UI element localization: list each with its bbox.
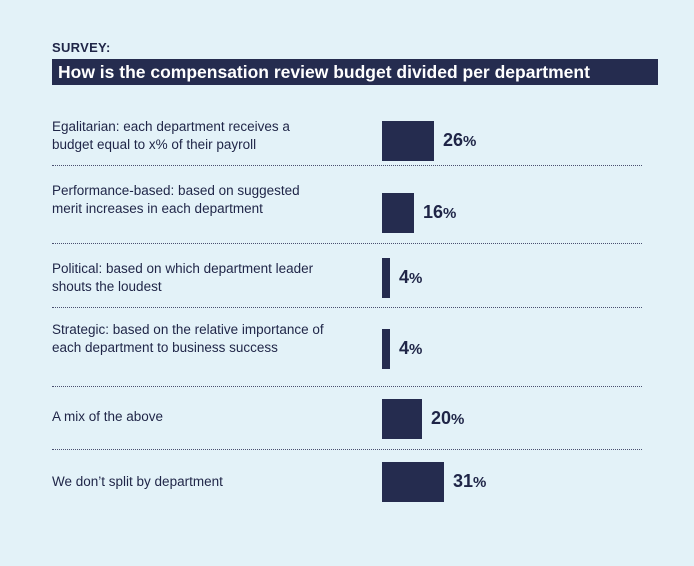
chart-row: A mix of the above 20% <box>52 394 642 440</box>
category-label: Political: based on which department lea… <box>52 261 314 294</box>
chart-row: Egalitarian: each department receives a … <box>52 110 642 167</box>
row-divider <box>52 449 642 450</box>
data-label-unit: % <box>409 270 423 287</box>
chart-row: Political: based on which department lea… <box>52 251 642 301</box>
data-label-value: 4 <box>399 267 410 287</box>
data-label: 26% <box>443 130 476 152</box>
category-label: Egalitarian: each department receives a … <box>52 119 290 152</box>
data-label-unit: % <box>409 341 423 358</box>
bar <box>382 462 444 502</box>
category-label: Performance-based: based on suggested me… <box>52 183 300 216</box>
bar <box>382 329 390 369</box>
bar <box>382 258 390 298</box>
data-label: 31% <box>453 471 486 493</box>
bar <box>382 121 434 161</box>
category-label: We don’t split by department <box>52 474 223 489</box>
data-label-value: 16 <box>423 202 444 222</box>
row-divider <box>52 307 642 308</box>
chart-row: We don’t split by department 31% <box>52 457 642 503</box>
data-label-unit: % <box>451 411 465 428</box>
survey-eyebrow: SURVEY: <box>52 40 111 55</box>
chart-row: Strategic: based on the relative importa… <box>52 316 642 378</box>
row-divider <box>52 165 642 166</box>
category-label: Strategic: based on the relative importa… <box>52 322 324 355</box>
data-label-unit: % <box>473 474 487 491</box>
category-label: A mix of the above <box>52 409 164 424</box>
data-label: 4% <box>399 338 422 360</box>
data-label-value: 20 <box>431 408 452 428</box>
row-divider <box>52 243 642 244</box>
row-divider <box>52 386 642 387</box>
chart-row: Performance-based: based on suggested me… <box>52 180 642 242</box>
data-label: 4% <box>399 267 422 289</box>
data-label: 16% <box>423 202 456 224</box>
data-label-value: 31 <box>453 471 474 491</box>
data-label-unit: % <box>443 205 457 222</box>
data-label-value: 26 <box>443 130 464 150</box>
data-label-unit: % <box>463 133 477 150</box>
chart-title: How is the compensation review budget di… <box>52 59 658 85</box>
data-label: 20% <box>431 408 464 430</box>
bar <box>382 193 414 233</box>
bar <box>382 399 422 439</box>
data-label-value: 4 <box>399 338 410 358</box>
